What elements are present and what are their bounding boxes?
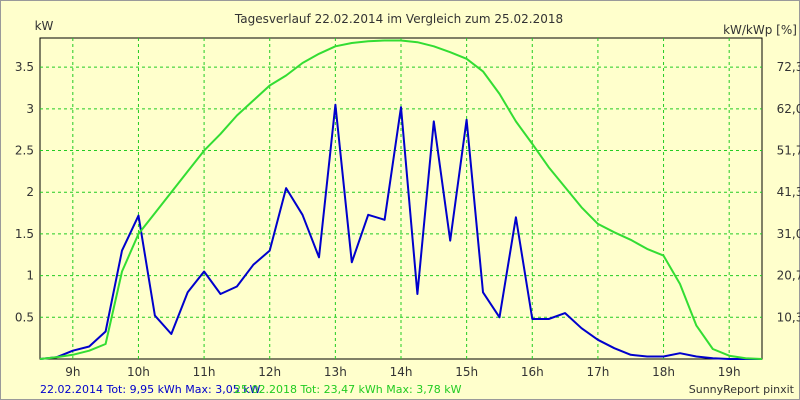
x-tick-label: 18h bbox=[652, 365, 675, 379]
x-tick-label: 17h bbox=[586, 365, 609, 379]
y-tick-right-label: 31,0 bbox=[777, 227, 800, 241]
footer-series2-summary: 25.02.2018 Tot: 23,47 kWh Max: 3,78 kW bbox=[234, 383, 462, 396]
x-ticks: 9h 10h 11h 12h 13h 14h 15h 16h 17h 18h 19h bbox=[65, 365, 740, 379]
footer-credit: SunnyReport pinxit bbox=[689, 383, 795, 396]
x-tick-label: 11h bbox=[193, 365, 216, 379]
x-tick-label: 12h bbox=[258, 365, 281, 379]
y-tick-right-label: 41,3 bbox=[777, 185, 800, 199]
chart-title: Tagesverlauf 22.02.2014 im Vergleich zum… bbox=[234, 12, 563, 26]
y-tick-left-label: 2.5 bbox=[15, 144, 34, 158]
y-tick-right-label: 62,0 bbox=[777, 102, 800, 116]
y-ticks-right: 10,3 20,7 31,0 41,3 51,7 62,0 72,3 bbox=[777, 60, 800, 324]
y-axis-left-label: kW bbox=[35, 19, 54, 33]
y-axis-right-label: kW/kWp [%] bbox=[723, 23, 797, 37]
y-ticks-left: 0.5 1 1.5 2 2.5 3 3.5 bbox=[15, 60, 34, 324]
x-tick-label: 9h bbox=[65, 365, 80, 379]
y-tick-right-label: 10,3 bbox=[777, 310, 800, 324]
x-tick-label: 19h bbox=[718, 365, 741, 379]
y-tick-left-label: 1 bbox=[26, 269, 34, 283]
series-line-2 bbox=[39, 39, 763, 360]
x-tick-label: 15h bbox=[455, 365, 478, 379]
series-line-1 bbox=[39, 103, 762, 360]
y-tick-right-label: 72,3 bbox=[777, 60, 800, 74]
y-tick-left-label: 3 bbox=[26, 102, 34, 116]
x-tick-label: 16h bbox=[521, 365, 544, 379]
x-tick-label: 10h bbox=[127, 365, 150, 379]
series-lines bbox=[39, 39, 763, 360]
footer-series1-summary: 22.02.2014 Tot: 9,95 kWh Max: 3,05 kW bbox=[40, 383, 261, 396]
y-tick-right-label: 51,7 bbox=[777, 144, 800, 158]
y-tick-right-label: 20,7 bbox=[777, 269, 800, 283]
y-tick-left-label: 0.5 bbox=[15, 310, 34, 324]
y-tick-left-label: 1.5 bbox=[15, 227, 34, 241]
x-tick-label: 13h bbox=[324, 365, 347, 379]
y-tick-left-label: 3.5 bbox=[15, 60, 34, 74]
y-tick-left-label: 2 bbox=[26, 185, 34, 199]
x-tick-label: 14h bbox=[390, 365, 413, 379]
